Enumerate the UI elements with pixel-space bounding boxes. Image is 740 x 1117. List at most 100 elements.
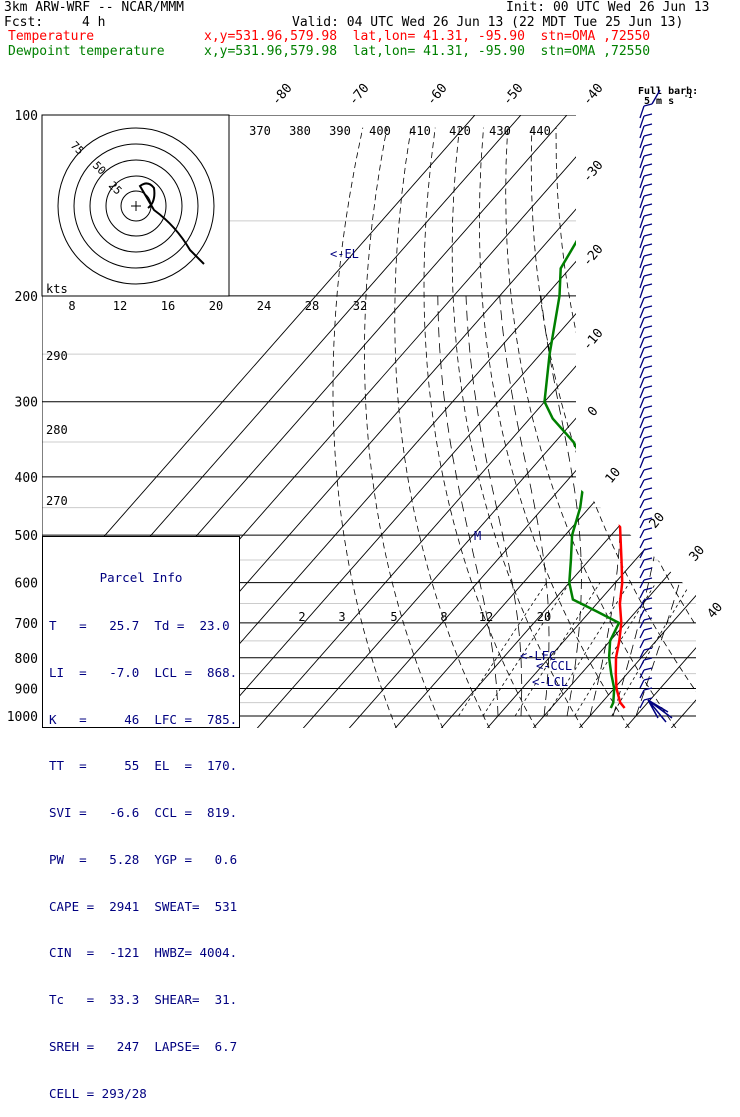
moist-adiabat-line xyxy=(466,296,522,716)
theta-label: 380 xyxy=(289,124,311,138)
mixing-ratio-label: 20 xyxy=(537,610,551,624)
wind-barb xyxy=(640,428,644,438)
wind-barb-flag xyxy=(644,124,652,126)
parcel-info-panel: Parcel Info T = 25.7 Td = 23.0 LI = -7.0… xyxy=(42,536,240,728)
wind-barb-flag xyxy=(644,154,652,156)
wind-barb xyxy=(640,580,644,588)
mixing-ratio-label: 2 xyxy=(298,610,305,624)
wind-barb xyxy=(640,348,644,358)
parcel-row: LI = -7.0 LCL = 868. xyxy=(43,665,239,681)
pressure-tick-label: 600 xyxy=(15,577,38,592)
isotherm-label: 40 xyxy=(705,600,727,622)
isotherm-line xyxy=(165,102,717,729)
wind-barb xyxy=(640,490,644,498)
wind-barb-flag xyxy=(644,498,652,500)
theta-label: 430 xyxy=(489,124,511,138)
wind-barb-flag xyxy=(644,336,652,338)
ccl-marker: <-CCL xyxy=(536,659,572,673)
wind-barb xyxy=(640,298,644,308)
dry-adiabat-line xyxy=(701,128,740,729)
pressure-tick-label: 900 xyxy=(15,682,38,697)
wind-barb xyxy=(640,630,644,638)
wind-barb-flag xyxy=(644,468,652,470)
wind-barb-flag xyxy=(644,668,652,670)
wind-barb xyxy=(640,368,644,378)
theta-label: 370 xyxy=(249,124,271,138)
wind-barb xyxy=(640,590,644,598)
wind-barb-flag xyxy=(644,588,652,590)
mixing-ratio-label: 12 xyxy=(479,610,493,624)
isotherm-label: -60 xyxy=(424,81,451,109)
mixing-ratio-label: 3 xyxy=(338,610,345,624)
wind-barb-flag xyxy=(644,386,652,388)
lcl-marker: <-LCL xyxy=(532,675,568,689)
wind-barb-flag xyxy=(644,284,652,286)
wind-barb xyxy=(640,408,644,418)
dry-adiabat-line xyxy=(653,128,740,729)
wind-barb xyxy=(640,500,644,508)
moist-adiabat-line xyxy=(636,296,730,716)
isotherm-label: -20 xyxy=(580,242,607,270)
parcel-row: PW = 5.28 YGP = 0.6 xyxy=(43,852,239,868)
el-marker: <-EL xyxy=(330,247,359,261)
parcel-row: K = 46 LFC = 785. xyxy=(43,712,239,728)
wind-barb-flag xyxy=(644,144,652,146)
hodograph-speed-label: 12 xyxy=(113,299,127,313)
hodograph-speed-label: 8 xyxy=(68,299,75,313)
wind-barb xyxy=(640,680,644,688)
isotherm-label: 10 xyxy=(603,465,625,487)
wind-barb xyxy=(640,510,644,518)
surface-wind-barb xyxy=(648,700,672,722)
isotherm-label: -80 xyxy=(269,81,296,109)
wind-barb-flag xyxy=(644,456,652,458)
wind-barb-flag xyxy=(644,326,652,328)
wind-barb xyxy=(640,570,644,578)
wind-barb-flag xyxy=(644,356,652,358)
wind-barb-flag xyxy=(644,164,652,166)
parcel-info-title: Parcel Info xyxy=(43,570,239,586)
wind-barb-flag xyxy=(644,194,652,196)
wind-barb-flag xyxy=(644,264,652,266)
wind-barb-flag xyxy=(644,528,652,530)
pressure-tick-label: 500 xyxy=(15,529,38,544)
wind-barb-flag xyxy=(644,538,652,540)
wind-barb-flag xyxy=(644,214,652,216)
wind-barb-flag xyxy=(644,114,652,116)
wind-barb-flag xyxy=(644,204,652,206)
parcel-row: TT = 55 EL = 170. xyxy=(43,758,239,774)
wind-barb-flag xyxy=(644,306,652,308)
mixing-ratio-label: 8 xyxy=(440,610,447,624)
dry-adiabat-line xyxy=(479,128,629,729)
wind-barb-flag xyxy=(644,234,652,236)
wind-key-exponent: -1 xyxy=(684,92,692,100)
wind-barb-flag xyxy=(644,426,652,428)
wind-barb-flag xyxy=(644,406,652,408)
isotherm-label: -10 xyxy=(580,326,607,354)
parcel-row: SVI = -6.6 CCL = 819. xyxy=(43,805,239,821)
isotherm-label: 30 xyxy=(687,543,709,565)
wind-barb-flag xyxy=(644,446,652,448)
wind-barb-flag xyxy=(644,134,652,136)
isotherm-line xyxy=(211,102,740,729)
wind-barb-flag xyxy=(644,316,652,318)
wind-barb xyxy=(640,328,644,338)
wind-barb-flag xyxy=(644,488,652,490)
wind-barb xyxy=(640,338,644,348)
pressure-tick-label: 800 xyxy=(15,652,38,667)
theta-label: 400 xyxy=(369,124,391,138)
wind-barb xyxy=(640,520,644,528)
dry-adiabat-line xyxy=(725,128,740,729)
pressure-tick-label: 200 xyxy=(15,290,38,305)
pressure-tick-label: 700 xyxy=(15,617,38,632)
mixing-ratio-line xyxy=(612,583,691,716)
theta-label: 270 xyxy=(46,494,68,508)
dry-adiabat-line xyxy=(604,128,740,729)
theta-label: 410 xyxy=(409,124,431,138)
wind-barb-flag xyxy=(644,296,652,298)
pressure-tick-label: 1000 xyxy=(7,710,38,725)
isotherm-line xyxy=(533,102,740,729)
hodograph-speed-label: 28 xyxy=(305,299,319,313)
wind-barb-flag xyxy=(644,274,652,276)
wind-barb xyxy=(640,438,644,448)
